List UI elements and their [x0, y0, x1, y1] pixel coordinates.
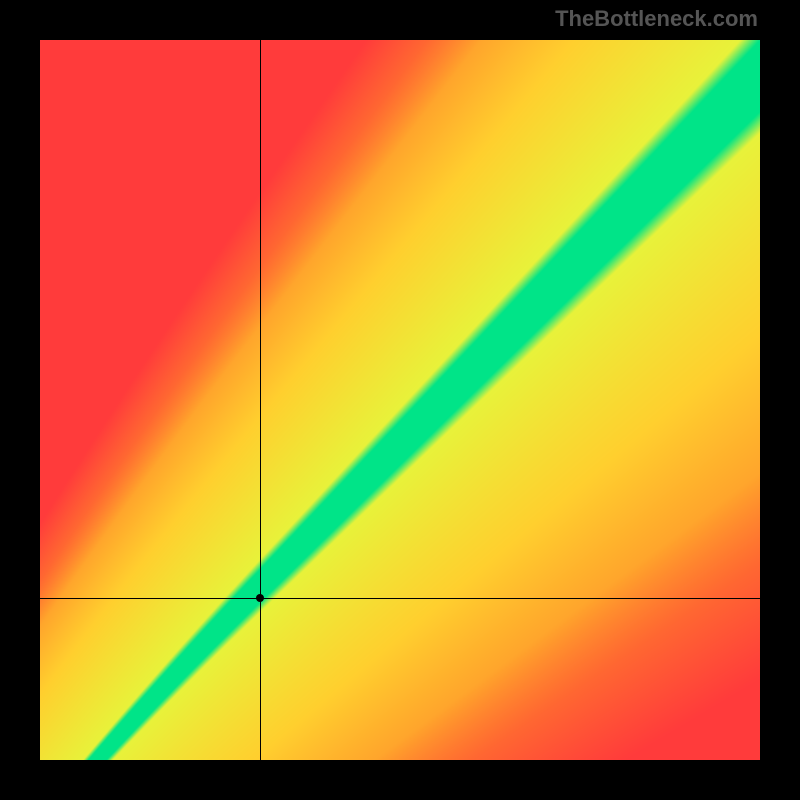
bottleneck-heatmap: [40, 40, 760, 760]
crosshair-horizontal: [40, 598, 760, 599]
heatmap-canvas: [40, 40, 760, 760]
crosshair-vertical: [260, 40, 261, 760]
watermark-text: TheBottleneck.com: [555, 6, 758, 32]
crosshair-marker: [256, 594, 264, 602]
